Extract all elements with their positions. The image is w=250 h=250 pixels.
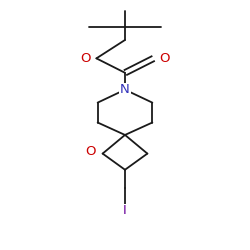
Text: O: O — [81, 52, 91, 65]
Text: I: I — [123, 204, 127, 217]
Text: O: O — [86, 144, 96, 158]
Text: N: N — [120, 83, 130, 96]
Text: O: O — [159, 52, 169, 65]
